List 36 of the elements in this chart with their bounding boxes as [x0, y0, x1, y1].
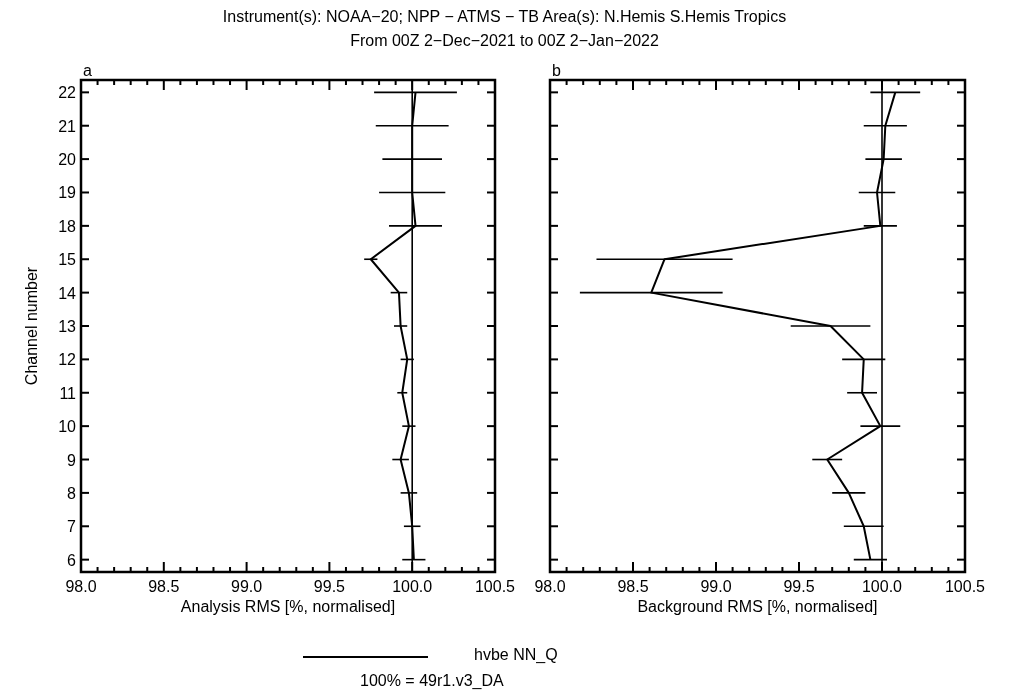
text: a — [83, 62, 92, 79]
y-tick-label: 8 — [67, 484, 77, 502]
y-tick-label: 10 — [58, 418, 77, 436]
y-tick-label: 18 — [58, 217, 77, 235]
x-tick-label: 99.5 — [313, 578, 346, 595]
text: 100% = 49r1.v3_DA — [360, 672, 504, 690]
y-tick-label: 7 — [67, 518, 77, 536]
x-tick-label: 100.0 — [392, 578, 433, 595]
x-tick-label: 100.5 — [944, 578, 986, 595]
x-tick-label: 99.5 — [783, 578, 815, 595]
y-tick-label: 6 — [67, 551, 77, 569]
x-axis-title: Background RMS [%, normalised] — [637, 598, 878, 615]
y-tick-label: 20 — [58, 151, 77, 169]
y-tick-label: 14 — [58, 284, 77, 302]
y-tick-label: 12 — [58, 351, 77, 369]
x-tick-label: 100.5 — [474, 578, 516, 595]
y-tick-label: 21 — [58, 117, 77, 135]
x-tick-label: 100.0 — [861, 578, 903, 595]
y-tick-label: 22 — [58, 84, 77, 102]
x-tick-label: 99.0 — [231, 578, 263, 595]
x-tick-label: 99.0 — [700, 578, 732, 595]
text: hvbe NN_Q — [474, 646, 558, 664]
x-tick-label: 98.5 — [148, 578, 180, 595]
x-tick-label: 98.0 — [534, 578, 566, 595]
x-axis-title: Analysis RMS [%, normalised] — [180, 598, 396, 615]
y-tick-label: 15 — [58, 251, 77, 269]
y-axis-title: Channel number — [23, 266, 40, 386]
x-tick-label: 98.5 — [617, 578, 649, 595]
y-tick-label: 13 — [58, 318, 77, 335]
y-tick-label: 9 — [67, 451, 77, 469]
chart-title: Instrument(s): NOAA−20; NPP − ATMS − TB Area(s): N.Hemis S.Hemis Tropics — [222, 8, 787, 25]
text: b — [552, 62, 561, 79]
x-tick-label: 98.0 — [65, 578, 97, 595]
y-tick-label: 19 — [58, 184, 77, 202]
y-tick-label: 11 — [59, 384, 77, 402]
chart-subtitle: From 00Z 2−Dec−2021 to 00Z 2−Jan−2022 — [350, 32, 659, 49]
